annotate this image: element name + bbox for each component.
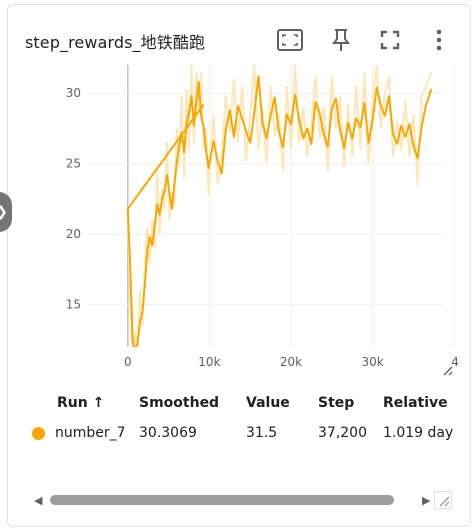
horizontal-scrollbar[interactable]: ◀ ▶: [26, 493, 446, 507]
expand-chart-icon: [443, 366, 453, 376]
step-value: 37,200: [318, 425, 367, 441]
scroll-right-icon[interactable]: ▶: [422, 494, 431, 507]
x-tick-label: 10k: [198, 355, 220, 369]
x-tick-label: 0: [124, 355, 132, 369]
scalar-card: step_rewards_地铁酷跑 0 10k 20k 30k 4 15 20 25 30 Ru…: [7, 4, 471, 527]
column-header-smoothed[interactable]: Smoothed: [139, 395, 220, 411]
smoothed-value: 30.3069: [139, 425, 197, 441]
y-tick-label: 20: [66, 227, 81, 241]
y-tick-label: 15: [66, 298, 81, 312]
more-vert-icon: [436, 29, 442, 51]
run-color-dot: [32, 427, 45, 440]
fullscreen-icon: [380, 30, 400, 50]
relative-value: 1.019 day: [383, 425, 454, 441]
column-header-step[interactable]: Step: [318, 395, 355, 411]
pin-button[interactable]: [326, 25, 356, 55]
scroll-left-icon[interactable]: ◀: [34, 494, 43, 507]
column-header-relative[interactable]: Relative: [383, 395, 448, 411]
x-tick-label: 30k: [362, 355, 384, 369]
fullscreen-button[interactable]: [375, 25, 405, 55]
scrollbar-thumb[interactable]: [50, 495, 394, 505]
column-header-run[interactable]: Run ↑: [57, 395, 105, 411]
resize-corner[interactable]: [434, 491, 452, 509]
pin-icon: [332, 29, 350, 51]
line-chart[interactable]: 0 10k 20k 30k 4 15 20 25 30: [8, 5, 471, 385]
smoothed-connector-line: [126, 103, 205, 210]
y-tick-label: 25: [66, 157, 81, 171]
resize-handle-icon: [439, 496, 450, 507]
more-options-button[interactable]: [424, 25, 454, 55]
run-name: number_7: [55, 425, 126, 441]
card-title: step_rewards_地铁酷跑: [25, 33, 206, 52]
column-header-value[interactable]: Value: [246, 395, 290, 411]
x-tick-label: 20k: [280, 355, 302, 369]
fit-domain-button[interactable]: [275, 25, 305, 55]
x-tick-label: 4: [451, 355, 459, 369]
smoothed-series-line: [126, 75, 433, 347]
raw-value: 31.5: [246, 425, 278, 441]
y-tick-label: 30: [66, 86, 81, 100]
chevron-right-icon: ❯: [0, 204, 8, 220]
sidebar-toggle[interactable]: ❯: [0, 192, 12, 232]
fit-screen-icon: [277, 29, 303, 51]
